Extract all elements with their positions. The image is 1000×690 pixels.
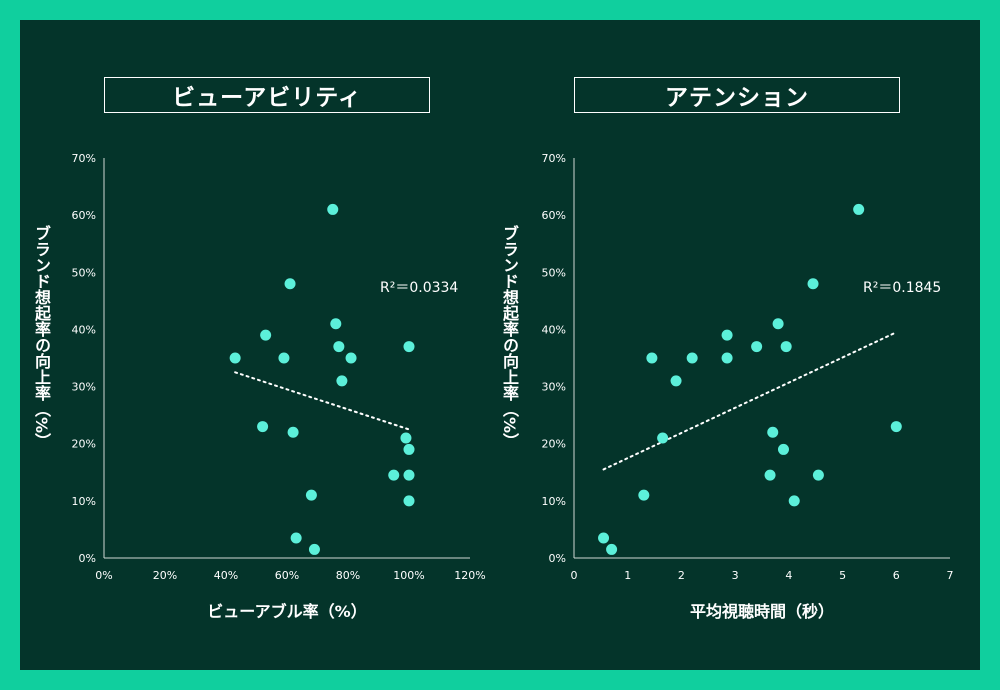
chart-title-viewability: ビューアビリティ [104, 77, 430, 113]
data-point-right [670, 375, 682, 387]
y-tick-label-left: 10% [72, 495, 96, 508]
y-tick-label-right: 0% [549, 552, 566, 565]
y-axis-label-right: ブランド想起率の向上率（%） [500, 225, 519, 450]
data-point-right [646, 352, 658, 364]
data-point-right [721, 329, 733, 341]
data-point-right [788, 495, 800, 507]
data-point-left [403, 469, 415, 481]
data-point-right [638, 489, 650, 501]
x-tick-label-left: 20% [153, 569, 177, 582]
y-tick-label-left: 0% [79, 552, 96, 565]
y-tick-label-right: 30% [542, 381, 566, 394]
x-tick-label-right: 3 [732, 569, 739, 582]
x-tick-label-right: 1 [624, 569, 631, 582]
data-point-left [278, 352, 290, 364]
data-point-right [764, 469, 776, 481]
data-point-right [772, 318, 784, 330]
x-tick-label-left: 0% [95, 569, 112, 582]
data-point-right [657, 432, 669, 444]
y-tick-label-right: 70% [542, 152, 566, 165]
y-axis-label-left: ブランド想起率の向上率（%） [32, 225, 51, 450]
data-point-left [403, 443, 415, 455]
y-tick-label-left: 30% [72, 381, 96, 394]
y-tick-label-right: 20% [542, 438, 566, 451]
y-tick-label-left: 20% [72, 438, 96, 451]
y-tick-label-left: 50% [72, 266, 96, 279]
data-point-right [751, 341, 763, 353]
x-tick-label-right: 7 [947, 569, 954, 582]
data-point-left [330, 318, 342, 330]
x-tick-label-right: 6 [893, 569, 900, 582]
data-point-right [853, 203, 865, 215]
data-point-right [598, 532, 610, 544]
x-tick-label-right: 5 [839, 569, 846, 582]
data-point-left [257, 421, 269, 433]
data-point-right [686, 352, 698, 364]
data-point-left [287, 426, 299, 438]
data-point-left [336, 375, 348, 387]
data-point-right [606, 543, 618, 555]
data-point-left [333, 341, 345, 353]
data-point-right [807, 278, 819, 290]
y-tick-label-left: 40% [72, 323, 96, 336]
data-point-left [388, 469, 400, 481]
trendline-left [234, 371, 410, 431]
x-tick-label-right: 0 [571, 569, 578, 582]
y-tick-label-right: 60% [542, 209, 566, 222]
data-point-right [780, 341, 792, 353]
data-point-left [260, 329, 272, 341]
data-point-left [305, 489, 317, 501]
data-point-right [721, 352, 733, 364]
data-point-right [777, 443, 789, 455]
x-tick-label-right: 2 [678, 569, 685, 582]
chart-title-attention: アテンション [574, 77, 900, 113]
y-tick-label-left: 70% [72, 152, 96, 165]
y-tick-label-right: 10% [542, 495, 566, 508]
data-point-left [400, 432, 412, 444]
y-tick-label-right: 50% [542, 266, 566, 279]
x-tick-label-left: 100% [393, 569, 424, 582]
x-tick-label-right: 4 [785, 569, 792, 582]
y-tick-label-right: 40% [542, 323, 566, 336]
data-point-left [290, 532, 302, 544]
data-point-right [767, 426, 779, 438]
r2-label-left: R²＝0.0334 [380, 280, 459, 296]
x-axis-label-left: ビューアブル率（%） [207, 602, 367, 621]
y-tick-label-left: 60% [72, 209, 96, 222]
trendline-right [602, 331, 898, 471]
x-tick-label-left: 40% [214, 569, 238, 582]
data-point-left [229, 352, 241, 364]
x-tick-label-left: 60% [275, 569, 299, 582]
r2-label-right: R²＝0.1845 [863, 280, 942, 296]
x-tick-label-left: 80% [336, 569, 360, 582]
data-point-left [308, 543, 320, 555]
data-point-left [284, 278, 296, 290]
x-tick-label-left: 120% [454, 569, 485, 582]
data-point-right [890, 421, 902, 433]
data-point-left [327, 203, 339, 215]
data-point-right [812, 469, 824, 481]
data-point-left [345, 352, 357, 364]
x-axis-label-right: 平均視聴時間（秒） [689, 602, 834, 621]
data-point-left [403, 495, 415, 507]
background-panel [20, 20, 980, 670]
data-point-left [403, 341, 415, 353]
